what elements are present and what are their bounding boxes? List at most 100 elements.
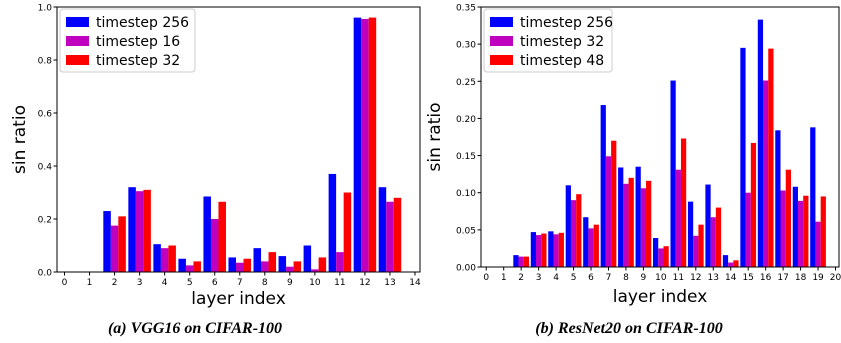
y-tick-label: 0.25 bbox=[456, 78, 476, 88]
bar-timestep-16-layer-4 bbox=[160, 248, 169, 272]
y-axis-label: sin ratio bbox=[10, 105, 30, 174]
bar-timestep-32-layer-10 bbox=[318, 257, 327, 272]
x-tick-label: 9 bbox=[641, 273, 647, 283]
bar-timestep-32-layer-7 bbox=[605, 156, 612, 267]
x-tick-label: 13 bbox=[384, 278, 395, 288]
x-tick-label: 1 bbox=[501, 273, 507, 283]
x-tick-label: 2 bbox=[518, 273, 524, 283]
bar-timestep-32-layer-9 bbox=[640, 188, 647, 267]
chart-panel-1: 0 1 2 3 4 5 6 7 8 9 10 11 12 13 140.00.20.40.60.81.0la… bbox=[10, 4, 421, 338]
bar-timestep-48-layer-12 bbox=[698, 224, 704, 267]
legend: timestep 256 timestep 32 timestep 48 bbox=[483, 8, 613, 73]
bar-timestep-16-layer-7 bbox=[236, 262, 244, 272]
figure-caption: (b) ResNet20 on CIFAR-100 bbox=[535, 320, 722, 337]
y-tick-label: 0.4 bbox=[38, 163, 53, 173]
x-tick-label: 0 bbox=[483, 273, 489, 283]
legend-box bbox=[59, 8, 196, 73]
bar-timestep-16-layer-11 bbox=[336, 252, 344, 273]
bar-timestep-256-layer-12 bbox=[687, 201, 694, 267]
y-tick-label: 0.20 bbox=[456, 115, 476, 125]
bar-timestep-256-layer-10 bbox=[653, 238, 659, 267]
bar-timestep-256-layer-2 bbox=[103, 211, 111, 272]
bar-timestep-32-layer-4 bbox=[168, 245, 176, 272]
bar-timestep-256-layer-14 bbox=[722, 255, 729, 267]
x-tick-label: 7 bbox=[606, 273, 612, 283]
bar-timestep-16-layer-10 bbox=[311, 269, 319, 272]
bar-timestep-256-layer-15 bbox=[740, 47, 746, 267]
bar-timestep-48-layer-10 bbox=[663, 246, 669, 267]
bar-timestep-48-layer-4 bbox=[558, 232, 564, 267]
x-tick-label: 4 bbox=[553, 273, 559, 283]
bar-timestep-48-layer-19 bbox=[820, 196, 826, 267]
x-tick-label: 11 bbox=[673, 273, 684, 283]
bar-timestep-16-layer-3 bbox=[135, 191, 144, 272]
bar-timestep-256-layer-3 bbox=[128, 187, 136, 272]
legend-swatch bbox=[66, 17, 89, 27]
bar-timestep-32-layer-8 bbox=[623, 183, 629, 267]
bar-timestep-256-layer-5 bbox=[178, 258, 186, 272]
bar-timestep-48-layer-11 bbox=[680, 138, 687, 267]
bar-timestep-32-layer-3 bbox=[536, 235, 542, 267]
x-tick-label: 13 bbox=[708, 273, 719, 283]
x-tick-label: 3 bbox=[536, 273, 542, 283]
bar-timestep-32-layer-4 bbox=[553, 234, 559, 267]
bar-timestep-32-layer-9 bbox=[293, 261, 302, 272]
bar-timestep-48-layer-15 bbox=[750, 142, 757, 267]
bar-timestep-256-layer-19 bbox=[810, 127, 816, 267]
x-tick-label: 8 bbox=[623, 273, 629, 283]
y-tick-label: 0.6 bbox=[38, 110, 53, 120]
legend-label: timestep 32 bbox=[520, 34, 604, 50]
x-tick-label: 18 bbox=[795, 273, 807, 283]
x-tick-label: 12 bbox=[359, 278, 370, 288]
bar-timestep-32-layer-6 bbox=[588, 228, 594, 267]
bar-timestep-256-layer-7 bbox=[228, 257, 236, 272]
x-tick-label: 10 bbox=[655, 273, 667, 283]
bar-timestep-48-layer-17 bbox=[785, 169, 791, 267]
bar-timestep-48-layer-18 bbox=[803, 195, 809, 267]
y-tick-label: 0.30 bbox=[456, 41, 476, 51]
legend-label: timestep 256 bbox=[96, 15, 189, 31]
bar-timestep-16-layer-5 bbox=[185, 265, 194, 273]
bar-timestep-48-layer-5 bbox=[576, 194, 582, 267]
x-tick-label: 10 bbox=[309, 278, 321, 288]
figure-caption: (a) VGG16 on CIFAR-100 bbox=[108, 320, 282, 337]
bar-timestep-256-layer-16 bbox=[757, 19, 764, 267]
legend-label: timestep 16 bbox=[96, 34, 180, 50]
x-tick-label: 20 bbox=[830, 273, 841, 283]
bar-timestep-32-layer-5 bbox=[193, 261, 201, 272]
bar-timestep-32-layer-19 bbox=[815, 221, 821, 267]
bar-timestep-32-layer-6 bbox=[218, 201, 226, 272]
y-tick-label: 0.2 bbox=[38, 216, 52, 226]
bar-timestep-32-layer-7 bbox=[243, 258, 252, 272]
bar-timestep-256-layer-12 bbox=[353, 17, 362, 272]
bar-timestep-48-layer-14 bbox=[733, 260, 739, 267]
x-tick-label: 8 bbox=[262, 278, 268, 288]
bar-timestep-48-layer-13 bbox=[715, 207, 722, 267]
plot-frame bbox=[56, 6, 421, 273]
bar-timestep-16-layer-9 bbox=[286, 266, 294, 272]
bar-timestep-48-layer-3 bbox=[541, 233, 547, 267]
y-tick-label: 0.00 bbox=[456, 264, 476, 274]
bar-timestep-32-layer-13 bbox=[393, 197, 402, 272]
bar-timestep-256-layer-13 bbox=[378, 187, 387, 272]
bar-timestep-48-layer-6 bbox=[593, 224, 599, 267]
legend-box bbox=[483, 8, 613, 73]
bar-timestep-32-layer-15 bbox=[745, 192, 751, 267]
bar-timestep-16-layer-6 bbox=[210, 219, 219, 272]
bar-timestep-256-layer-17 bbox=[775, 130, 781, 267]
x-tick-label: 15 bbox=[742, 273, 753, 283]
bar-timestep-32-layer-2 bbox=[518, 256, 524, 267]
bar-timestep-256-layer-2 bbox=[513, 255, 519, 267]
bar-timestep-256-layer-4 bbox=[548, 231, 554, 267]
y-tick-label: 0.05 bbox=[456, 226, 476, 236]
bar-timestep-32-layer-14 bbox=[728, 262, 734, 267]
bar-timestep-256-layer-3 bbox=[530, 232, 537, 267]
bar-timestep-32-layer-11 bbox=[675, 169, 681, 267]
x-axis-label: layer index bbox=[191, 289, 286, 309]
bar-timestep-32-layer-17 bbox=[780, 190, 786, 267]
bar-timestep-256-layer-13 bbox=[705, 184, 711, 267]
legend-swatch bbox=[490, 55, 513, 65]
plot-frame bbox=[480, 6, 840, 268]
bar-timestep-256-layer-8 bbox=[618, 167, 624, 267]
